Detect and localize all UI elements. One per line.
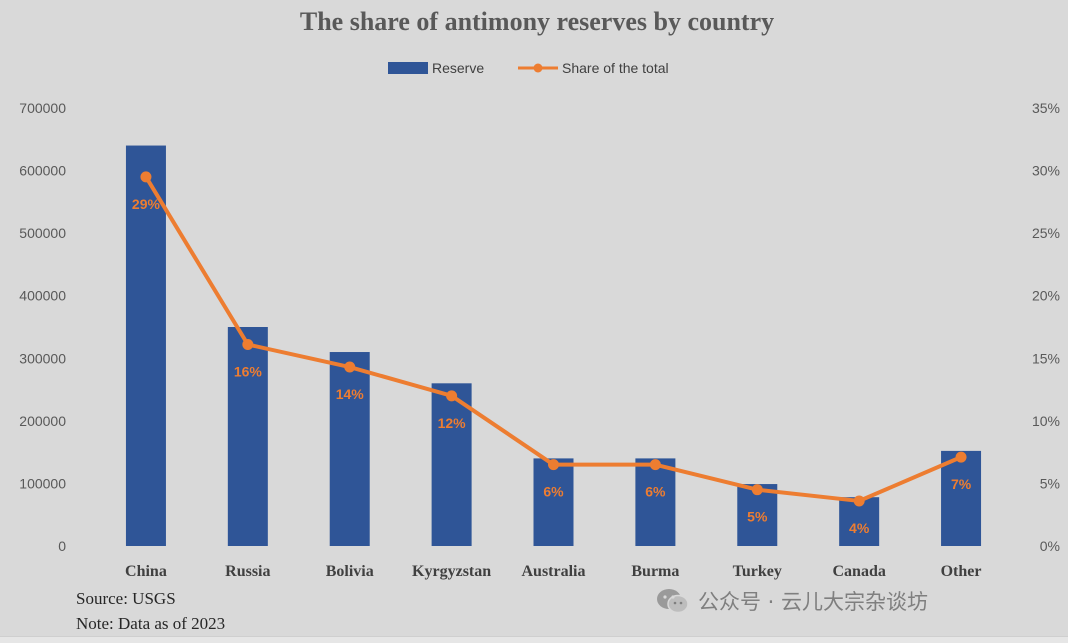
category-label: Other	[941, 563, 982, 580]
bar-russia	[227, 327, 268, 546]
bar-china	[125, 145, 166, 547]
wechat-icon	[657, 589, 689, 614]
right-tick-label: 0%	[1040, 538, 1060, 554]
left-tick-label: 400000	[19, 288, 66, 304]
share-marker-burma	[649, 459, 661, 471]
legend-swatch-reserve	[388, 62, 428, 74]
share-marker-kyrgyzstan	[446, 390, 458, 402]
category-label: Bolivia	[326, 563, 374, 580]
share-data-label: 29%	[132, 196, 161, 212]
legend-swatch-share-marker	[533, 63, 543, 73]
share-marker-other	[955, 451, 967, 463]
right-axis: 0% 5% 10% 15% 20% 25% 30% 35%	[1032, 100, 1060, 554]
share-marker-turkey	[751, 484, 763, 496]
right-tick-label: 30%	[1032, 163, 1060, 179]
left-tick-label: 500000	[19, 225, 66, 241]
right-tick-label: 25%	[1032, 225, 1060, 241]
share-data-label: 5%	[747, 509, 768, 525]
left-tick-label: 700000	[19, 100, 66, 116]
line-series: 29% 16% 14% 12% 6% 6% 5% 4% 7%	[132, 171, 972, 536]
left-tick-label: 600000	[19, 163, 66, 179]
left-tick-label: 100000	[19, 475, 66, 491]
bar-bolivia	[329, 352, 370, 546]
category-label: Turkey	[733, 563, 782, 580]
left-tick-label: 0	[58, 538, 66, 554]
share-data-label: 6%	[645, 484, 666, 500]
right-tick-label: 5%	[1040, 475, 1060, 491]
share-data-label: 4%	[849, 520, 870, 536]
bar-series	[125, 145, 982, 547]
left-tick-label: 200000	[19, 413, 66, 429]
watermark: 公众号 · 云儿大宗杂谈坊	[656, 586, 928, 616]
legend: Reserve Share of the total	[388, 60, 669, 76]
share-marker-russia	[242, 339, 254, 351]
right-tick-label: 10%	[1032, 413, 1060, 429]
legend-label-share: Share of the total	[562, 60, 669, 76]
bar-kyrgyzstan	[431, 383, 472, 546]
bar-australia	[533, 458, 574, 546]
share-marker-canada	[853, 495, 865, 507]
watermark-text: 公众号 · 云儿大宗杂谈坊	[698, 590, 929, 614]
bar-burma	[635, 458, 676, 546]
left-tick-label: 300000	[19, 350, 66, 366]
date-note: Note: Data as of 2023	[76, 614, 226, 633]
right-tick-label: 15%	[1032, 350, 1060, 366]
category-label: Canada	[832, 563, 885, 580]
bar-other	[941, 450, 982, 546]
share-line	[144, 175, 962, 503]
category-axis: China Russia Bolivia Kyrgyzstan Australia Bur…	[125, 563, 981, 580]
right-tick-label: 20%	[1032, 288, 1060, 304]
legend-label-reserve: Reserve	[432, 60, 484, 76]
source-note: Source: USGS	[76, 589, 176, 608]
category-label: China	[125, 563, 167, 580]
category-label: Australia	[522, 563, 586, 580]
bottom-edge	[0, 636, 1068, 643]
left-axis: 0 100000 200000 300000 400000 500000 600000 700…	[19, 100, 66, 554]
share-data-label: 12%	[438, 415, 467, 431]
share-data-label: 14%	[336, 386, 365, 402]
share-marker-china	[140, 171, 152, 183]
share-data-label: 7%	[951, 476, 972, 492]
share-data-label: 6%	[543, 484, 564, 500]
category-label: Burma	[631, 563, 679, 580]
category-label: Kyrgyzstan	[412, 563, 491, 580]
category-label: Russia	[225, 563, 270, 580]
chart-title: The share of antimony reserves by countr…	[300, 7, 774, 36]
share-marker-australia	[548, 459, 559, 471]
share-data-label: 16%	[234, 364, 263, 380]
share-marker-bolivia	[344, 361, 356, 373]
right-tick-label: 35%	[1032, 100, 1060, 116]
